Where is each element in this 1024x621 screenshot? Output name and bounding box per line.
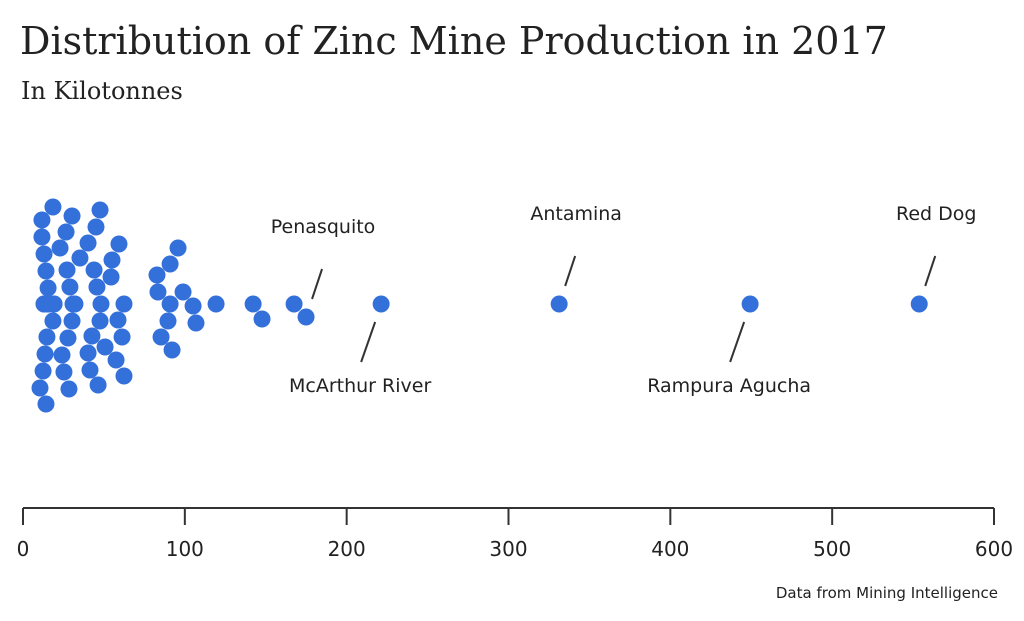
dot [149,283,167,301]
dot [152,328,170,346]
dot [35,245,53,263]
dot [79,344,97,362]
label-leader [360,321,377,363]
dot [174,283,192,301]
dot [53,346,71,364]
dot [91,201,109,219]
dot [169,239,187,257]
dot [207,295,225,313]
dot [87,218,105,236]
dot [107,351,125,369]
dot [39,279,57,297]
dot [33,228,51,246]
x-tick-label: 200 [328,537,366,561]
point-label: Penasquito [271,216,376,238]
dot [83,327,101,345]
dot [81,361,99,379]
dot [550,295,568,313]
dot [115,367,133,385]
point-label: McArthur River [289,375,431,397]
x-tick-label: 300 [489,537,527,561]
label-leader [729,321,746,363]
point-label: Red Dog [896,203,976,225]
dot [161,295,179,313]
x-tick-label: 0 [17,537,30,561]
dot [37,262,55,280]
dot [37,395,55,413]
dot [55,363,73,381]
dot [66,295,84,313]
x-tick-label: 500 [813,537,851,561]
dot [163,341,181,359]
dot [91,312,109,330]
dot [63,207,81,225]
dot [253,310,271,328]
label-leader [924,255,937,287]
source-note: Data from Mining Intelligence [776,584,998,602]
x-tick-label: 400 [651,537,689,561]
dot [58,261,76,279]
dot [109,311,127,329]
dot [96,338,114,356]
dot [31,379,49,397]
chart-title: Distribution of Zinc Mine Production in … [20,19,888,63]
dot [244,295,262,313]
dot [285,295,303,313]
dot [910,295,928,313]
dot [36,345,54,363]
dot [159,312,177,330]
dot [184,297,202,315]
dot [79,234,97,252]
dot [89,376,107,394]
chart-subtitle: In Kilotonnes [21,77,183,105]
dot [34,362,52,380]
dot [113,328,131,346]
dot [60,380,78,398]
dot [63,312,81,330]
label-leader [564,255,577,287]
dot [85,261,103,279]
dot [51,239,69,257]
point-label: Rampura Agucha [647,375,811,397]
dot [92,295,110,313]
label-leader [311,268,323,300]
dot [148,266,166,284]
dot [741,295,759,313]
dot [161,255,179,273]
dot [44,312,62,330]
point-label: Antamina [530,203,622,225]
dot [187,314,205,332]
dot [44,198,62,216]
dot [38,328,56,346]
dot [102,268,120,286]
dot [115,295,133,313]
dot [57,223,75,241]
dot [59,329,77,347]
dot [71,249,89,267]
dot [45,295,63,313]
dot [61,278,79,296]
dot [372,295,390,313]
dot [88,278,106,296]
dot [110,235,128,253]
x-tick-label: 100 [166,537,204,561]
dot [297,308,315,326]
dot [103,251,121,269]
dot [33,211,51,229]
x-tick-label: 600 [975,537,1013,561]
